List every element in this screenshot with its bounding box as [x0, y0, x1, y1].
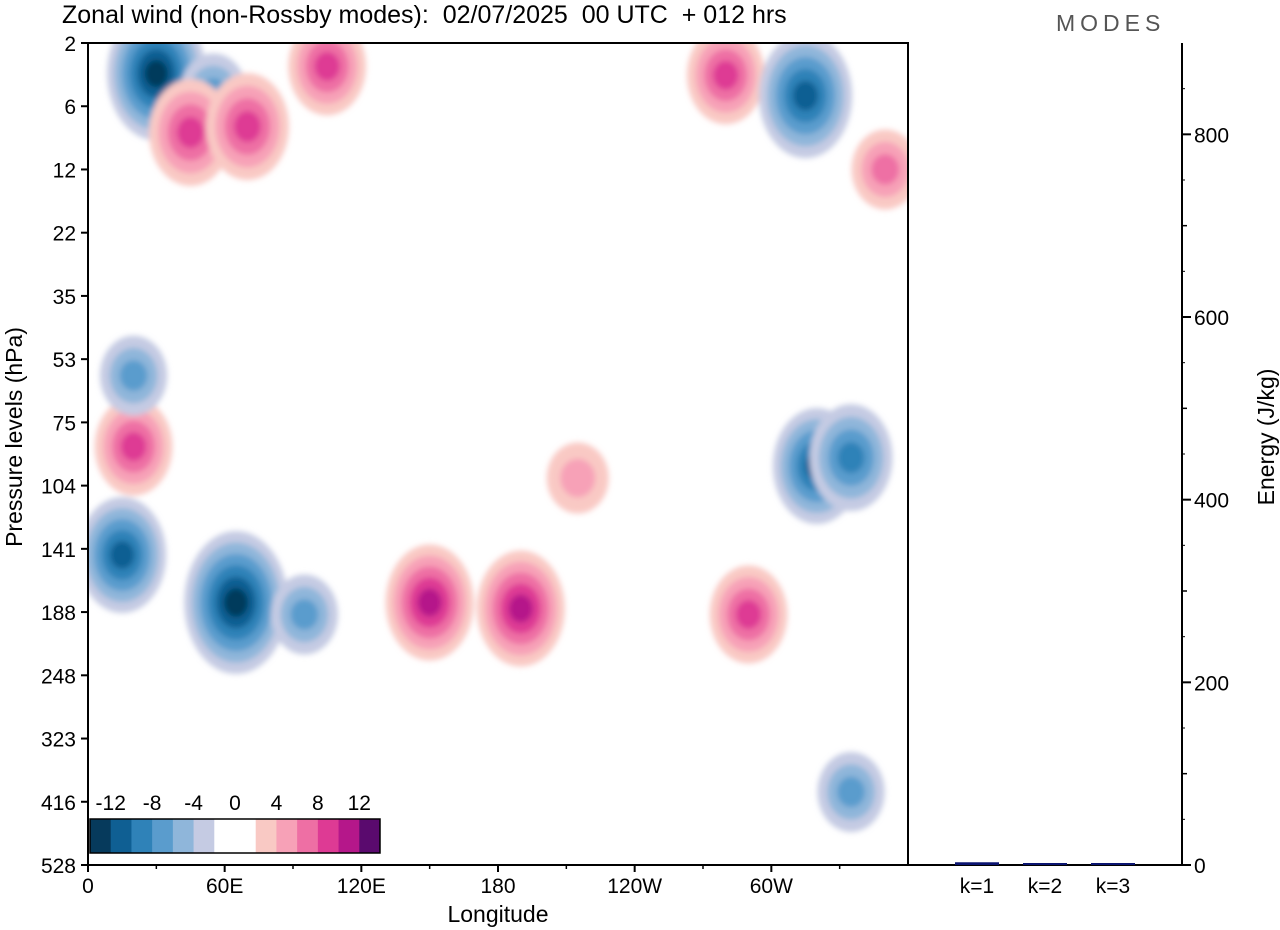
heatmap-feature: [385, 544, 474, 661]
colorbar-swatch: [317, 819, 340, 853]
contour-band: [793, 80, 818, 111]
colorbar-swatch: [214, 819, 236, 853]
energy-category-label: k=3: [1096, 875, 1130, 898]
heatmap-feature: [206, 73, 289, 181]
heatmap-feature: [94, 397, 173, 496]
heatmap-feature: [88, 497, 167, 613]
y-tick-label: 12: [53, 159, 76, 182]
contour-band: [224, 588, 249, 617]
contour-band: [120, 432, 147, 462]
x-tick-label: 0: [82, 875, 94, 898]
energy-bar: [1091, 863, 1135, 865]
contour-band: [177, 116, 204, 149]
colorbar-label: -4: [184, 792, 203, 815]
contour-band: [735, 599, 762, 629]
contour-band: [110, 540, 135, 569]
energy-bar: [1023, 863, 1067, 865]
heatmap-feature: [686, 43, 765, 125]
contour-band: [314, 51, 340, 81]
colorbar-label: -12: [96, 792, 126, 815]
colorbar: -12 -8 -4 0 4 8 12: [89, 792, 381, 854]
heatmap-feature: [709, 565, 788, 664]
colorbar-label: 4: [271, 792, 283, 815]
colorbar-label: -8: [143, 792, 162, 815]
brand-logo: MODES: [1056, 10, 1166, 36]
heatmap-feature: [758, 43, 853, 159]
energy-tick-label: 600: [1194, 307, 1229, 330]
colorbar-label: 0: [229, 792, 241, 815]
colorbar-swatch: [110, 819, 132, 853]
colorbar-frame: [89, 818, 381, 854]
colorbar-label: 8: [312, 792, 324, 815]
energy-panel: 0 200 400 600 800 Energy (J/kg) k=1 k=2 k=3: [908, 43, 1279, 898]
y-tick-label: 104: [41, 476, 76, 499]
y-tick-label: 35: [53, 286, 76, 309]
y-tick-label: 22: [53, 223, 76, 246]
heatmap-field: [88, 43, 908, 832]
heatmap-feature: [288, 43, 366, 116]
colorbar-swatch: [297, 819, 319, 853]
heatmap-feature: [851, 129, 908, 210]
contour-band: [417, 588, 442, 617]
colorbar-swatch: [359, 819, 381, 853]
energy-category-label: k=2: [1028, 875, 1062, 898]
y-tick-label: 141: [41, 539, 76, 562]
contour-band: [837, 442, 865, 474]
contour-band: [119, 360, 148, 391]
energy-tick-label: 0: [1194, 855, 1206, 878]
contour-band: [837, 776, 865, 808]
colorbar-swatch: [90, 819, 112, 853]
energy-bar: [955, 862, 999, 865]
colorbar-swatch: [131, 819, 153, 853]
energy-tick-label: 800: [1194, 124, 1229, 147]
x-tick-label: 180: [480, 875, 515, 898]
contour-band: [713, 60, 739, 90]
heatmap-feature: [809, 404, 893, 512]
colorbar-swatch: [152, 819, 174, 853]
chart-title: Zonal wind (non-Rossby modes): 02/07/202…: [62, 1, 787, 29]
colorbar-swatch: [193, 819, 215, 853]
colorbar-swatch: [276, 819, 298, 853]
contour-band: [508, 594, 533, 623]
x-axis-label: Longitude: [447, 901, 548, 927]
y-tick-label: 6: [64, 96, 76, 119]
y-tick-label: 416: [41, 792, 76, 815]
y-tick-label: 528: [41, 855, 76, 878]
y-tick-label: 188: [41, 602, 76, 625]
contour-band: [234, 110, 261, 143]
heatmap-feature: [546, 442, 609, 514]
heatmap-feature: [184, 531, 288, 675]
heatmap-feature: [270, 574, 338, 655]
y-tick-label: 75: [53, 412, 76, 435]
colorbar-swatch: [235, 819, 257, 853]
colorbar-label: 12: [348, 792, 371, 815]
x-tick-label: 120W: [607, 875, 662, 898]
colorbar-swatch: [338, 819, 360, 853]
heatmap-feature: [99, 335, 168, 416]
colorbar-swatch: [172, 819, 195, 853]
contour-band: [560, 458, 596, 498]
heatmap-feature: [817, 751, 885, 832]
energy-category-label: k=1: [960, 875, 994, 898]
energy-axis-label: Energy (J/kg): [1253, 369, 1279, 506]
y-axis-label: Pressure levels (hPa): [1, 327, 27, 547]
contour-band: [144, 59, 168, 88]
contour-band: [871, 154, 900, 185]
contour-band: [290, 599, 319, 630]
colorbar-swatch: [255, 819, 277, 853]
y-tick-label: 53: [53, 349, 76, 372]
y-tick-label: 248: [41, 665, 76, 688]
x-tick-label: 60W: [750, 875, 793, 898]
x-tick-label: 60E: [206, 875, 243, 898]
energy-tick-label: 200: [1194, 672, 1229, 695]
y-tick-label: 2: [64, 33, 76, 56]
energy-tick-label: 400: [1194, 490, 1229, 513]
y-tick-label: 323: [41, 729, 76, 752]
x-tick-label: 120E: [337, 875, 386, 898]
heatmap-feature: [476, 550, 565, 667]
